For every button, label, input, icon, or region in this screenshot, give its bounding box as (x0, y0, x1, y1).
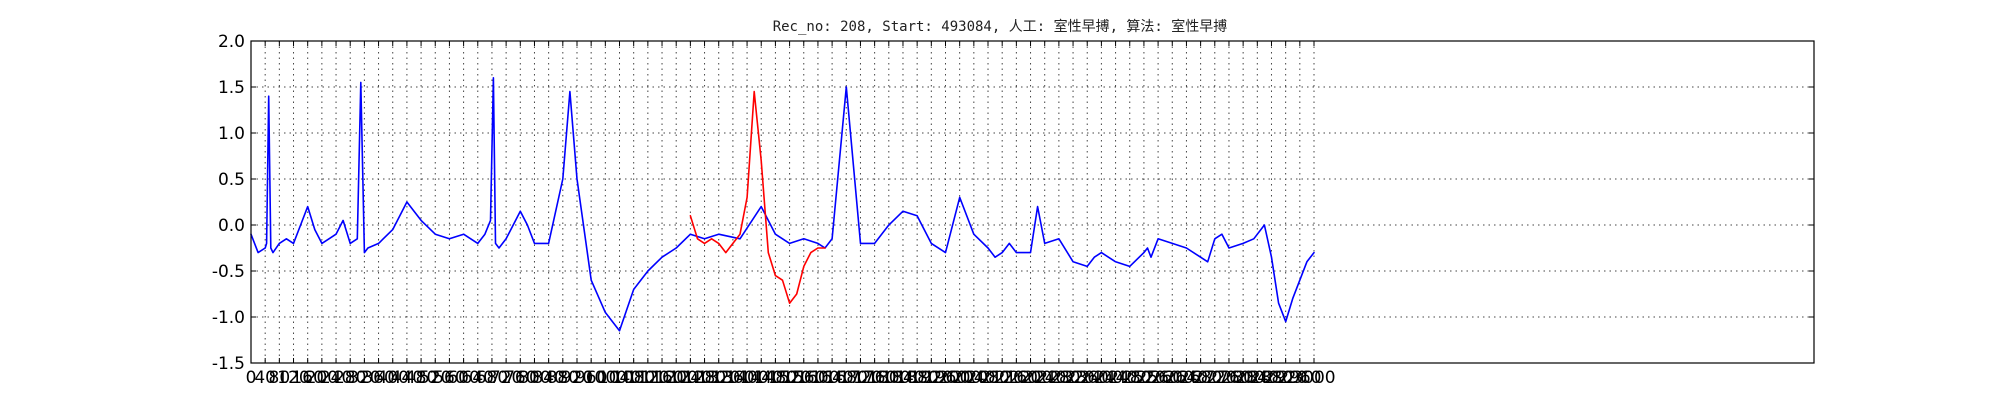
x-tick-label: 560 (433, 368, 465, 388)
x-tick-label: 2040 (952, 368, 995, 388)
chart-title: Rec_no: 208, Start: 493084, 人工: 室性早搏, 算法… (773, 18, 1228, 35)
plot-frame (250, 40, 1815, 364)
x-tick-label: 2160 (995, 368, 1038, 388)
x-tick-label: 2720 (1193, 368, 1236, 388)
x-tick-label: 320 (348, 368, 380, 388)
x-tick-label: 2440 (1094, 368, 1137, 388)
x-tick-label: 1520 (768, 368, 811, 388)
x-tick-label: 0 (246, 368, 257, 388)
y-tick-label: 2.0 (218, 32, 245, 52)
x-tick-label: 1080 (612, 368, 655, 388)
x-tick-label: 1800 (867, 368, 910, 388)
x-tick-label: 2360 (1066, 368, 1109, 388)
x-tick-label: 1480 (754, 368, 797, 388)
x-tick-label: 1360 (711, 368, 754, 388)
x-tick-label: 640 (462, 368, 494, 388)
x-tick-label: 520 (419, 368, 451, 388)
x-tick-label: 240 (320, 368, 352, 388)
x-tick-label: 960 (575, 368, 607, 388)
x-tick-label: 2680 (1179, 368, 1222, 388)
x-tick-label: 2640 (1165, 368, 1208, 388)
x-tick-label: 680 (476, 368, 508, 388)
x-tick-label: 2280 (1037, 368, 1080, 388)
x-tick-label: 160 (291, 368, 323, 388)
x-tick-label: 1840 (881, 368, 924, 388)
x-tick-label: 200 (306, 368, 338, 388)
x-tick-label: 880 (547, 368, 579, 388)
x-tick-label: 1720 (839, 368, 882, 388)
y-tick-label: -1.5 (212, 354, 245, 374)
x-tick-label: 760 (504, 368, 536, 388)
series-layer (250, 77, 1315, 332)
x-tick-label: 1560 (782, 368, 825, 388)
x-tick-label: 120 (277, 368, 309, 388)
x-tick-label: 1400 (725, 368, 768, 388)
x-tick-label: 1640 (810, 368, 853, 388)
x-tick-label: 1960 (924, 368, 967, 388)
highlighted-beat-line (689, 90, 826, 305)
x-tick-label: 2000 (938, 368, 981, 388)
x-tick-label: 400 (377, 368, 409, 388)
x-tick-label: 360 (362, 368, 394, 388)
x-tick-label: 1000 (584, 368, 627, 388)
x-tick-label: 800 (518, 368, 550, 388)
x-tick-label: 80 (269, 368, 291, 388)
x-tick-label: 1160 (640, 368, 683, 388)
x-tick-label: 2120 (981, 368, 1024, 388)
x-tick-label: 2760 (1207, 368, 1250, 388)
x-tick-label: 1920 (910, 368, 953, 388)
ecg-series-line (250, 77, 1315, 332)
x-tick-label: 1280 (683, 368, 726, 388)
x-tick-label: 2520 (1122, 368, 1165, 388)
x-tick-label: 280 (334, 368, 366, 388)
x-tick-label: 2960 (1278, 368, 1321, 388)
y-axis: -1.5 -1.0 -0.5 0.0 0.5 1.0 1.5 2.0 (212, 32, 1814, 374)
x-tick-label: 2560 (1136, 368, 1179, 388)
x-tick-label: 2240 (1023, 368, 1066, 388)
x-tick-label: 2600 (1151, 368, 1194, 388)
x-tick-label: 1200 (655, 368, 698, 388)
x-tick-label: 1440 (740, 368, 783, 388)
x-tick-label: 2840 (1236, 368, 1279, 388)
x-tick-label: 1040 (598, 368, 641, 388)
x-tick-label: 1120 (626, 368, 669, 388)
x-tick-label: 1880 (896, 368, 939, 388)
x-tick-label: 40 (254, 368, 276, 388)
x-tick-label: 1240 (669, 368, 712, 388)
x-tick-label: 2800 (1222, 368, 1265, 388)
grid-layer (251, 41, 1814, 363)
x-tick-label: 2400 (1080, 368, 1123, 388)
x-tick-label: 440 (391, 368, 423, 388)
x-tick-label: 720 (490, 368, 522, 388)
x-tick-label: 2480 (1108, 368, 1151, 388)
x-tick-label: 1600 (796, 368, 839, 388)
x-tick-label: 840 (532, 368, 564, 388)
y-tick-label: 0.0 (218, 216, 245, 236)
y-tick-label: 0.5 (218, 170, 245, 190)
x-tick-label: 2200 (1009, 368, 1052, 388)
x-tick-label: 3000 (1292, 368, 1335, 388)
x-tick-label: 2080 (966, 368, 1009, 388)
x-tick-label: 2320 (1051, 368, 1094, 388)
x-tick-label: 920 (561, 368, 593, 388)
x-tick-label: 1760 (853, 368, 896, 388)
x-tick-label: 1320 (697, 368, 740, 388)
x-axis: 0408012016020024028032036040044048052056… (246, 41, 1336, 388)
y-tick-label: -0.5 (212, 262, 245, 282)
x-tick-label: 1680 (825, 368, 868, 388)
x-tick-label: 2920 (1264, 368, 1307, 388)
x-tick-label: 600 (447, 368, 479, 388)
y-tick-label: -1.0 (212, 308, 245, 328)
y-tick-label: 1.0 (218, 124, 245, 144)
x-tick-label: 2880 (1250, 368, 1293, 388)
x-tick-label: 480 (405, 368, 437, 388)
y-tick-label: 1.5 (218, 78, 245, 98)
